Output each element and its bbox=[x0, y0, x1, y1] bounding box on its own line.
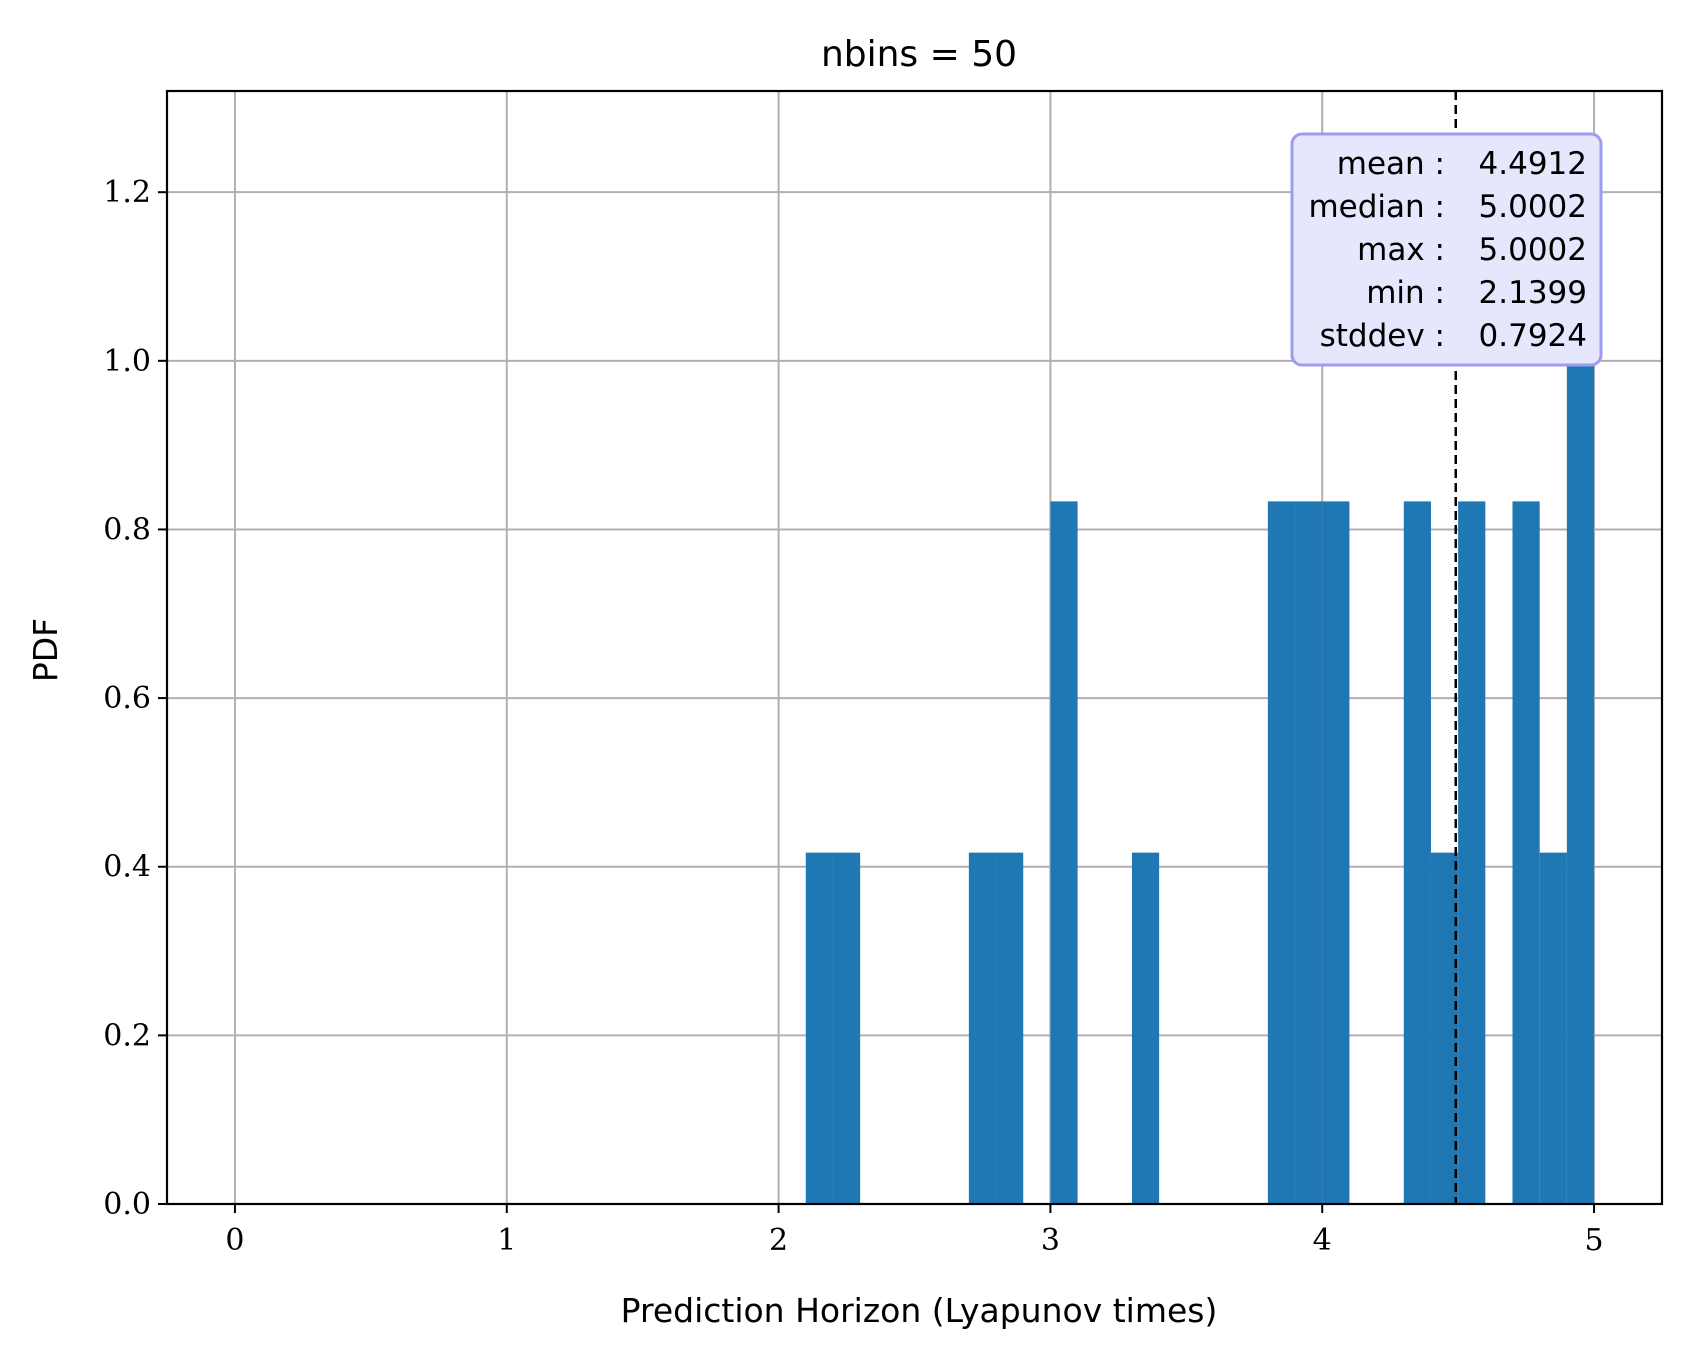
histogram-bar bbox=[1131, 852, 1160, 1204]
y-tick-label: 0.8 bbox=[103, 512, 151, 547]
x-tick-label: 4 bbox=[1313, 1223, 1332, 1258]
stats-value: 0.7924 bbox=[1479, 318, 1587, 354]
x-axis-label: Prediction Horizon (Lyapunov times) bbox=[621, 1291, 1218, 1330]
histogram-bar bbox=[1430, 852, 1459, 1204]
histogram-bar bbox=[1566, 360, 1595, 1204]
histogram-bar bbox=[1322, 501, 1350, 1204]
histogram-bar bbox=[805, 852, 833, 1204]
histogram-bar bbox=[968, 852, 997, 1204]
histogram-bar bbox=[1539, 852, 1567, 1204]
histogram-bar bbox=[1295, 501, 1323, 1204]
y-axis-label: PDF bbox=[26, 618, 65, 682]
x-tick-label: 3 bbox=[1041, 1223, 1060, 1258]
y-tick-label: 0.2 bbox=[103, 1018, 151, 1053]
y-tick-label: 0.0 bbox=[103, 1187, 151, 1222]
histogram-bar bbox=[1267, 501, 1296, 1204]
stats-value: 4.4912 bbox=[1479, 146, 1587, 182]
stats-box: mean : 4.4912 median : 5.0002 max : 5.0002 min… bbox=[1290, 132, 1603, 367]
x-tick-label: 0 bbox=[225, 1223, 244, 1258]
stats-label: mean : bbox=[1337, 146, 1445, 182]
axes-border bbox=[165, 89, 1664, 1206]
y-tick-label: 1.0 bbox=[103, 344, 151, 379]
x-tick-label: 2 bbox=[769, 1223, 788, 1258]
histogram-bar bbox=[1050, 501, 1078, 1204]
histogram-bar bbox=[1512, 501, 1540, 1204]
y-tick-label: 0.6 bbox=[103, 681, 151, 716]
stats-label: min : bbox=[1366, 275, 1445, 311]
x-tick-label: 5 bbox=[1584, 1223, 1603, 1258]
chart-title: nbins = 50 bbox=[821, 34, 1017, 75]
axes-frame bbox=[165, 89, 1664, 1206]
histogram-bar bbox=[1403, 501, 1431, 1204]
stats-label: median : bbox=[1308, 189, 1445, 225]
stats-value: 2.1399 bbox=[1479, 275, 1587, 311]
axis-ticks: 0 1 2 3 4 5 0.0 0.2 0.4 0.6 0.8 1.0 1.2 bbox=[103, 175, 1603, 1258]
y-tick-label: 1.2 bbox=[103, 175, 151, 210]
histogram-bar bbox=[1458, 501, 1486, 1204]
x-tick-label: 1 bbox=[497, 1223, 516, 1258]
histogram-bars bbox=[805, 360, 1595, 1204]
stats-value: 5.0002 bbox=[1479, 189, 1587, 225]
histogram-bar bbox=[996, 852, 1024, 1204]
histogram-bar bbox=[832, 852, 861, 1204]
y-tick-label: 0.4 bbox=[103, 850, 151, 885]
stats-label: max : bbox=[1357, 232, 1445, 268]
stats-label: stddev : bbox=[1320, 318, 1445, 354]
stats-value: 5.0002 bbox=[1479, 232, 1587, 268]
stats-box-background bbox=[1290, 132, 1603, 367]
